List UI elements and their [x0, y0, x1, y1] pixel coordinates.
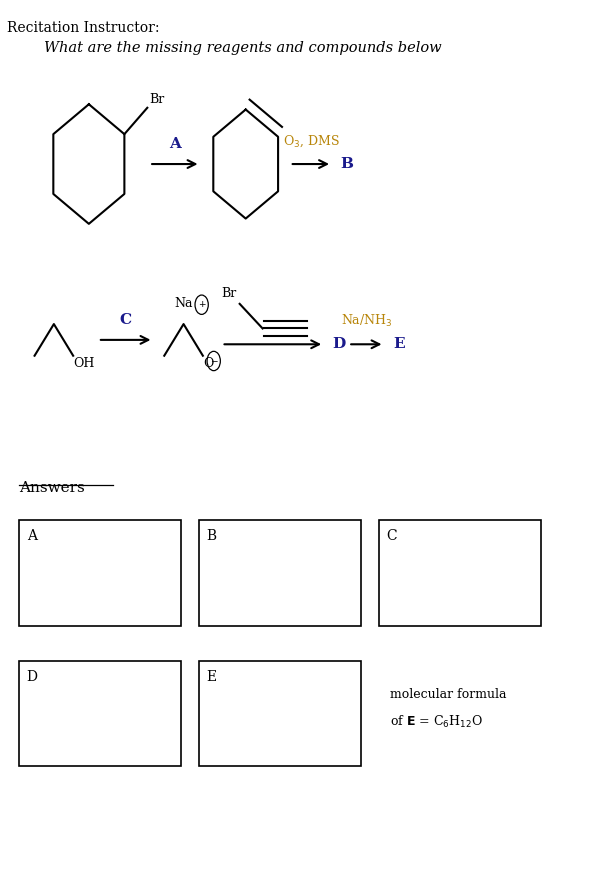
Text: Na/NH$_3$: Na/NH$_3$: [341, 313, 392, 329]
Text: C: C: [119, 313, 132, 326]
Text: OH: OH: [73, 357, 95, 370]
Text: D: D: [332, 337, 345, 351]
FancyBboxPatch shape: [199, 661, 361, 766]
Text: molecular formula: molecular formula: [390, 688, 507, 700]
Text: B: B: [341, 157, 353, 171]
Text: B: B: [207, 529, 216, 543]
Text: Recitation Instructor:: Recitation Instructor:: [7, 21, 160, 34]
Text: +: +: [198, 300, 205, 310]
Text: E: E: [207, 669, 216, 684]
Text: D: D: [27, 669, 38, 684]
Text: Br: Br: [150, 93, 165, 106]
Text: O$_3$, DMS: O$_3$, DMS: [282, 134, 339, 149]
Text: O: O: [203, 357, 213, 370]
Text: −: −: [210, 356, 218, 365]
FancyBboxPatch shape: [19, 661, 181, 766]
FancyBboxPatch shape: [19, 520, 181, 625]
Text: Answers: Answers: [19, 481, 85, 495]
Text: E: E: [393, 337, 405, 351]
FancyBboxPatch shape: [379, 520, 541, 625]
Text: C: C: [386, 529, 397, 543]
Text: Na: Na: [175, 297, 193, 310]
Text: A: A: [27, 529, 37, 543]
Text: Br: Br: [222, 288, 237, 301]
FancyBboxPatch shape: [199, 520, 361, 625]
Text: of $\mathbf{E}$ = C$_6$H$_{12}$O: of $\mathbf{E}$ = C$_6$H$_{12}$O: [390, 714, 483, 730]
Text: A: A: [169, 137, 181, 151]
Text: What are the missing reagents and compounds below: What are the missing reagents and compou…: [44, 41, 441, 55]
